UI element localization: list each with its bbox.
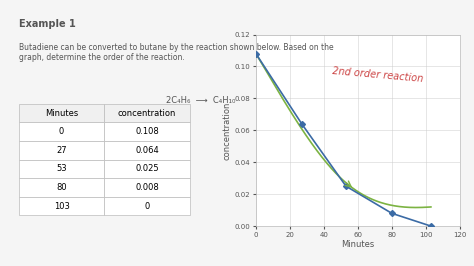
- Text: 2nd order reaction: 2nd order reaction: [332, 66, 424, 84]
- Text: Example 1: Example 1: [19, 19, 76, 29]
- Y-axis label: concentration: concentration: [223, 101, 232, 160]
- X-axis label: Minutes: Minutes: [341, 240, 374, 250]
- Text: 2C₄H₆  ⟶  C₄H₁₀: 2C₄H₆ ⟶ C₄H₁₀: [166, 96, 235, 105]
- Text: Butadiene can be converted to butane by the reaction shown below. Based on the
g: Butadiene can be converted to butane by …: [19, 43, 334, 62]
